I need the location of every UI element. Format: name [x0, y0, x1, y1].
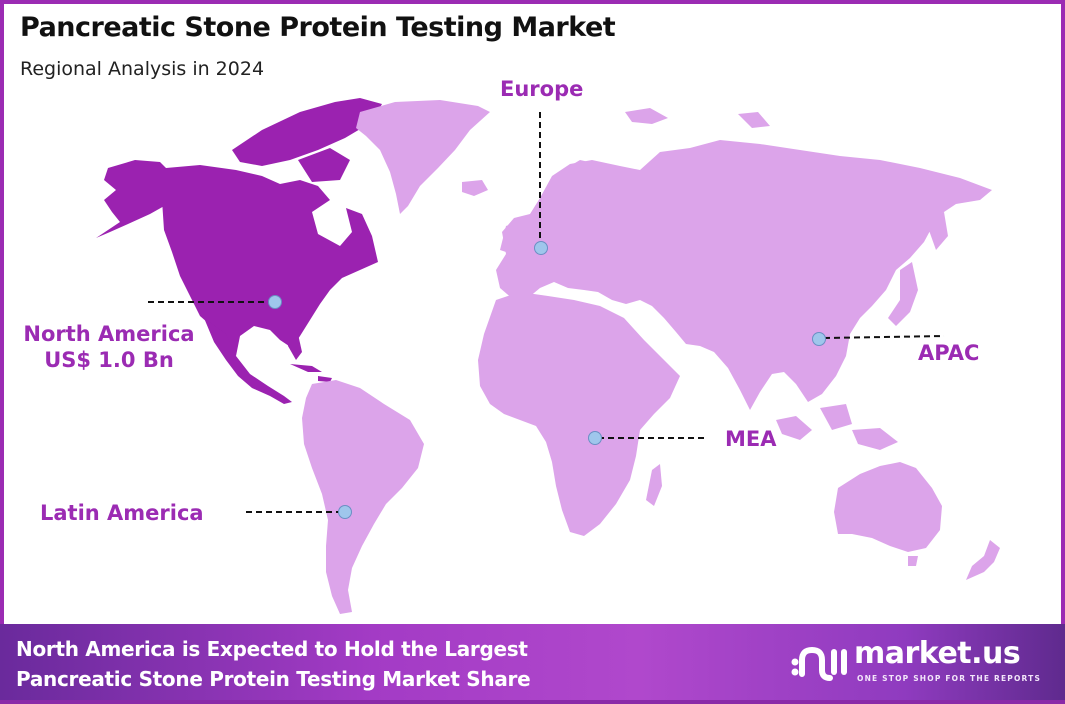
label-mea: MEA [725, 427, 777, 451]
label-apac: APAC [918, 341, 980, 365]
label-latin-america: Latin America [40, 501, 204, 525]
north-america-value: US$ 1.0 Bn [44, 348, 174, 373]
marker-mea [588, 431, 602, 445]
label-europe: Europe [500, 77, 584, 101]
footer-headline: North America is Expected to Hold the La… [16, 634, 531, 694]
page-title: Pancreatic Stone Protein Testing Market [20, 12, 616, 43]
logo-tagline: ONE STOP SHOP FOR THE REPORTS [857, 674, 1042, 683]
label-north-america: North America US$ 1.0 Bn [14, 321, 204, 374]
brand-logo: market.us ONE STOP SHOP FOR THE REPORTS [790, 636, 1042, 690]
marker-latin-america [338, 505, 352, 519]
north-america-name: North America [23, 322, 195, 346]
marker-north-america [268, 295, 282, 309]
page-subtitle: Regional Analysis in 2024 [20, 58, 265, 80]
world-map [96, 98, 1000, 614]
footer-line-1: North America is Expected to Hold the La… [16, 637, 528, 661]
footer-banner: North America is Expected to Hold the La… [0, 624, 1065, 704]
region-north-america [96, 98, 382, 404]
region-others [302, 100, 1000, 614]
footer-line-2: Pancreatic Stone Protein Testing Market … [16, 667, 531, 691]
logo-name: market.us [854, 636, 1021, 671]
marker-apac [812, 332, 826, 346]
market-us-logo-icon [791, 646, 847, 681]
leader-lines [148, 112, 945, 513]
marker-europe [534, 241, 548, 255]
